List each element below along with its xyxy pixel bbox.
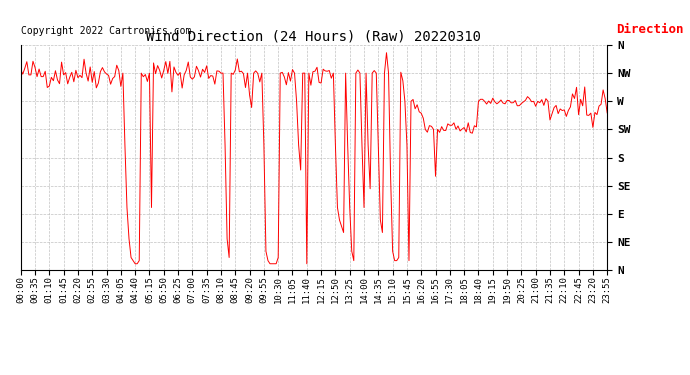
Title: Wind Direction (24 Hours) (Raw) 20220310: Wind Direction (24 Hours) (Raw) 20220310 xyxy=(146,30,482,44)
Text: Direction: Direction xyxy=(616,23,683,36)
Text: Copyright 2022 Cartronics.com: Copyright 2022 Cartronics.com xyxy=(21,26,191,36)
